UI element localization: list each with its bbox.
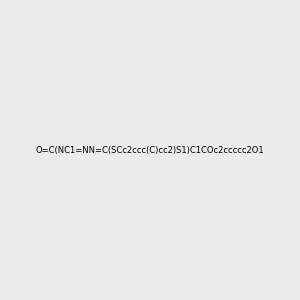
- Text: O=C(NC1=NN=C(SCc2ccc(C)cc2)S1)C1COc2ccccc2O1: O=C(NC1=NN=C(SCc2ccc(C)cc2)S1)C1COc2cccc…: [36, 146, 264, 154]
